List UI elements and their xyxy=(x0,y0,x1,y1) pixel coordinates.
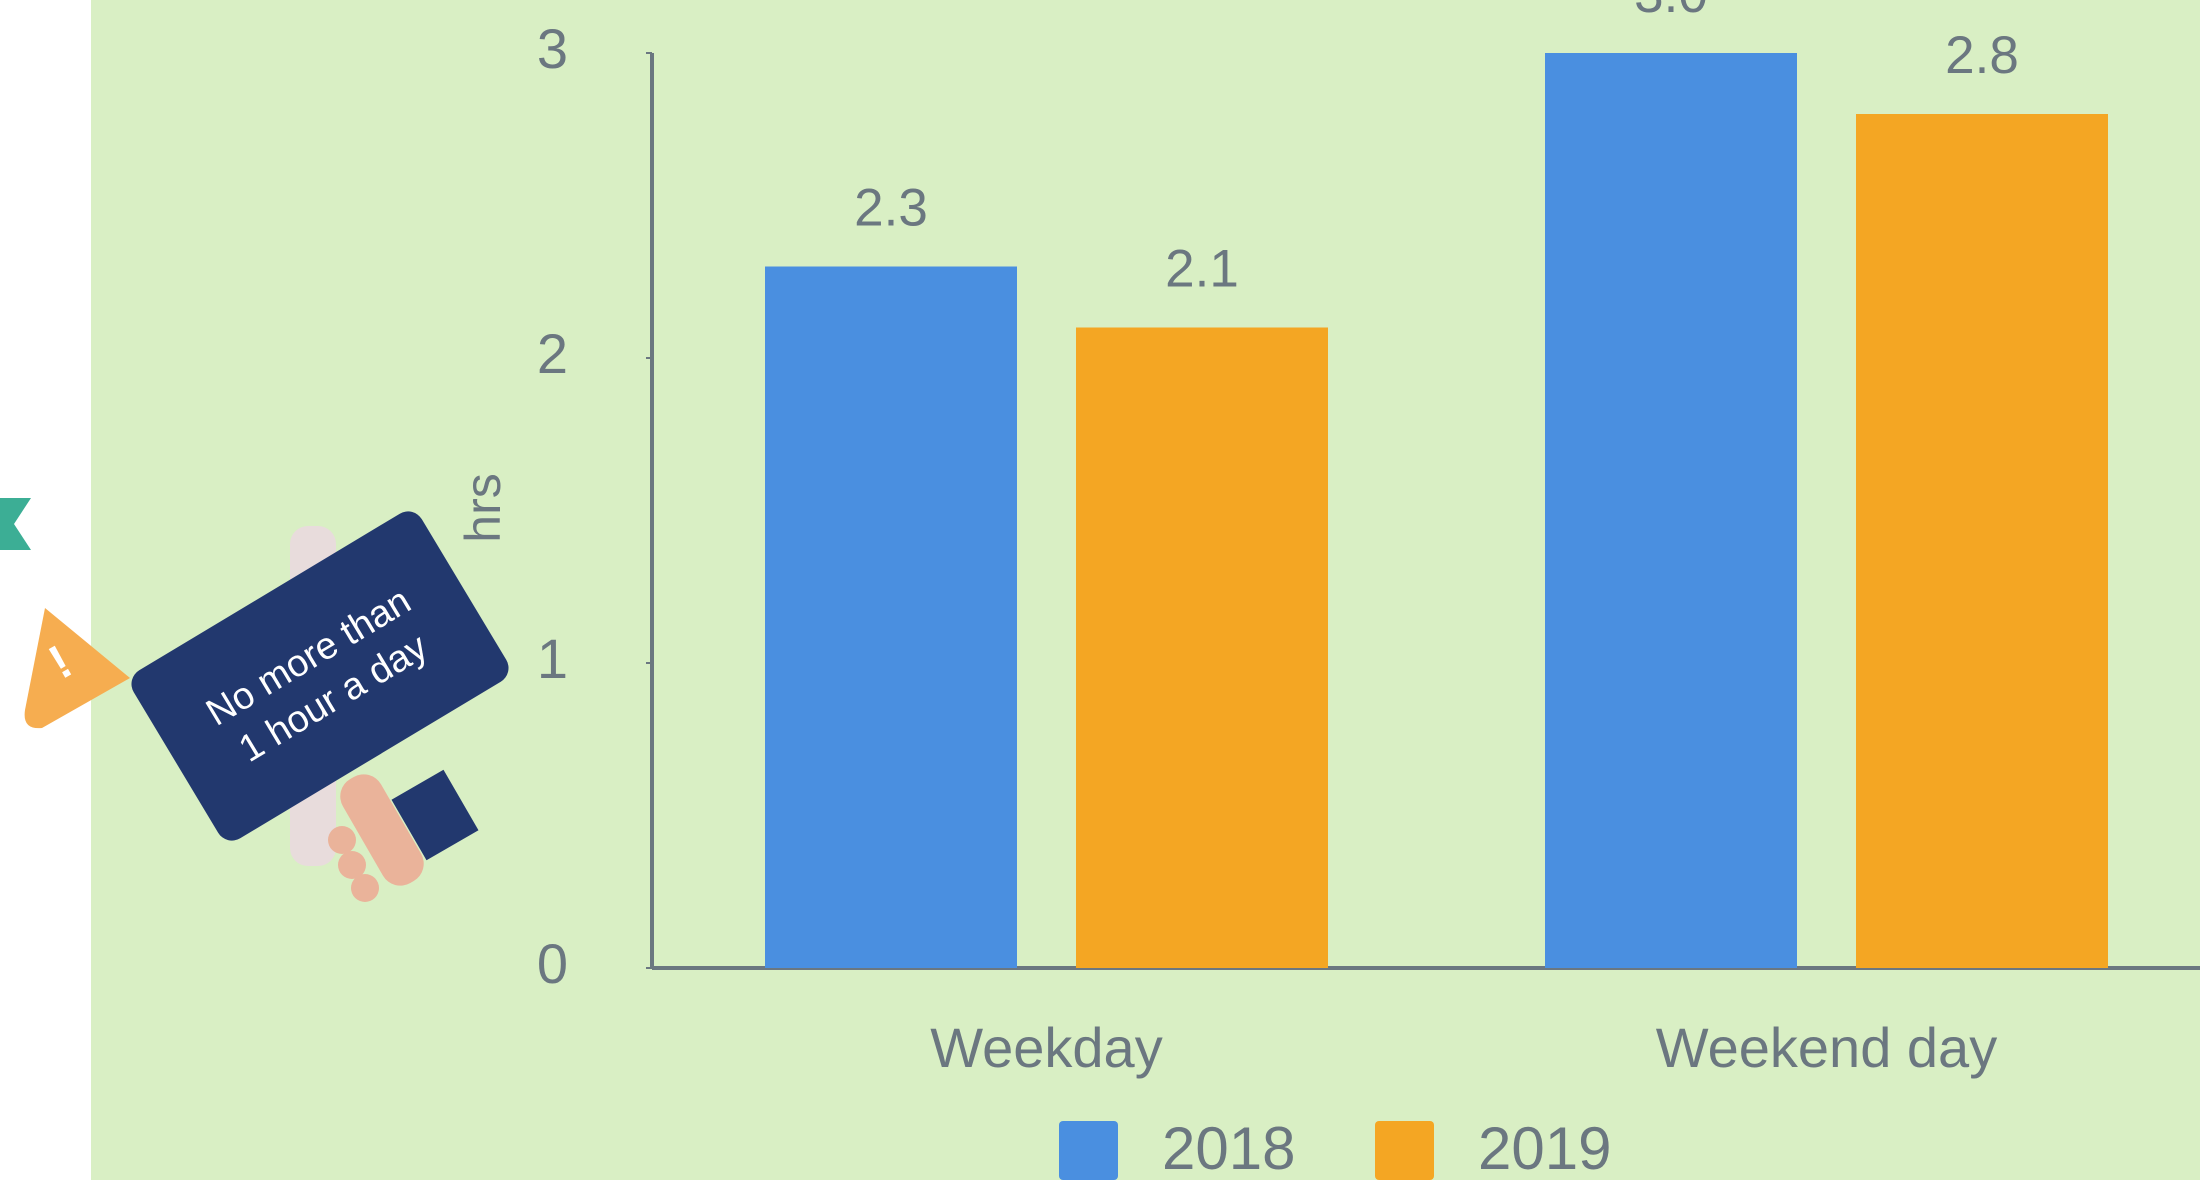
y-axis-label: hrs xyxy=(455,473,511,542)
y-tick-label: 1 xyxy=(537,627,568,690)
chart: No more than 1 hour a day ! hrs 0123Week… xyxy=(0,0,2200,1180)
bar xyxy=(1076,328,1328,969)
x-tick-label: Weekday xyxy=(930,1016,1162,1079)
bar xyxy=(765,267,1017,969)
value-label: 2.3 xyxy=(854,179,928,238)
y-tick-label: 2 xyxy=(537,322,568,385)
value-label: 3.0 xyxy=(1634,0,1708,24)
tab-arrow xyxy=(0,498,31,550)
page: No more than 1 hour a day ! hrs 0123Week… xyxy=(0,0,2200,1180)
bar xyxy=(1545,53,1797,968)
x-tick-label: Weekend day xyxy=(1656,1016,1997,1079)
y-tick-label: 3 xyxy=(537,17,568,80)
value-label: 2.1 xyxy=(1165,240,1239,299)
legend-label: 2019 xyxy=(1478,1115,1611,1180)
legend-swatch xyxy=(1375,1121,1434,1180)
value-label: 2.8 xyxy=(1945,26,2019,85)
bar xyxy=(1856,114,2108,968)
y-tick-label: 0 xyxy=(537,932,568,995)
legend-swatch xyxy=(1059,1121,1118,1180)
legend-label: 2018 xyxy=(1162,1115,1295,1180)
